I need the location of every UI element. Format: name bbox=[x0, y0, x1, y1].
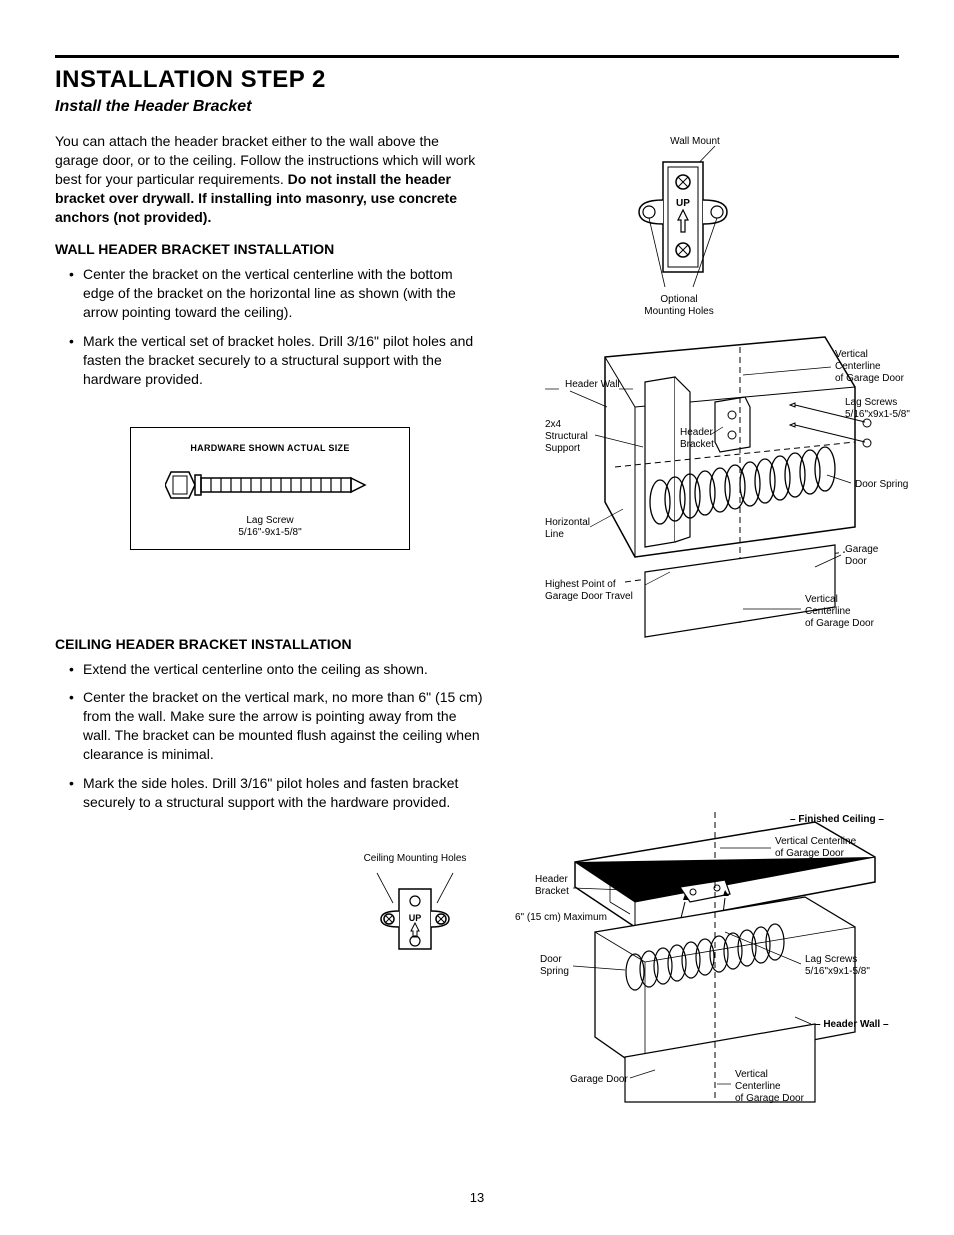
diagram-label: Centerline bbox=[835, 361, 881, 372]
list-item: Mark the vertical set of bracket holes. … bbox=[69, 332, 485, 389]
diagram-label: Door bbox=[845, 556, 867, 567]
diagram-label: Structural bbox=[545, 431, 588, 442]
diagram-label: Bracket bbox=[535, 886, 569, 897]
hardware-title: HARDWARE SHOWN ACTUAL SIZE bbox=[131, 442, 409, 454]
diagram-label: Line bbox=[545, 529, 564, 540]
diagram-label: Centerline bbox=[805, 606, 851, 617]
list-item: Center the bracket on the vertical mark,… bbox=[69, 688, 485, 764]
page-subtitle: Install the Header Bracket bbox=[55, 96, 899, 118]
left-column: You can attach the header bracket either… bbox=[55, 132, 485, 1127]
diagram-label: Header bbox=[680, 427, 713, 438]
ceiling-bracket-icon: UP bbox=[355, 871, 475, 966]
diagram-label: Lag Screws bbox=[805, 954, 857, 965]
list-item: Extend the vertical centerline onto the … bbox=[69, 660, 485, 679]
diagram-label: Bracket bbox=[680, 439, 714, 450]
hardware-size: 5/16"-9x1-5/8" bbox=[238, 527, 301, 538]
diagram-label: Door Spring bbox=[855, 479, 908, 490]
diagram-label: of Garage Door bbox=[775, 848, 845, 859]
diagram-label: – Finished Ceiling – bbox=[790, 814, 884, 825]
diagram-label: 5/16"x9x1-5/8" bbox=[805, 966, 870, 977]
diagram-label: Horizontal bbox=[545, 517, 590, 528]
ceiling-bullet-list: Extend the vertical centerline onto the … bbox=[55, 660, 485, 812]
list-item: Mark the side holes. Drill 3/16" pilot h… bbox=[69, 774, 485, 812]
diagram-label: Garage Door bbox=[570, 1074, 628, 1085]
lag-screw-icon bbox=[165, 464, 375, 506]
wall-mount-diagram: Wall Mount UP Optional Mounting Hol bbox=[515, 132, 895, 332]
page-title: INSTALLATION STEP 2 bbox=[55, 64, 899, 96]
intro-paragraph: You can attach the header bracket either… bbox=[55, 132, 485, 226]
wall-install-diagram: Header Wall 2x4 Structural Support Horiz… bbox=[515, 327, 915, 647]
up-label: UP bbox=[409, 913, 422, 923]
diagram-label: Optional bbox=[660, 294, 697, 305]
hardware-box: HARDWARE SHOWN ACTUAL SIZE bbox=[130, 427, 410, 550]
diagram-label: of Garage Door bbox=[735, 1093, 805, 1104]
up-label: UP bbox=[676, 198, 690, 209]
ceiling-heading: CEILING HEADER BRACKET INSTALLATION bbox=[55, 635, 485, 654]
diagram-label: Header bbox=[535, 874, 568, 885]
diagram-label: Lag Screws bbox=[845, 397, 897, 408]
diagram-label: Vertical bbox=[835, 349, 868, 360]
diagram-label: of Garage Door bbox=[835, 373, 905, 384]
ceiling-install-diagram: – Finished Ceiling – Vertical Centerline… bbox=[515, 802, 915, 1122]
diagram-label: Vertical Centerline bbox=[775, 836, 857, 847]
diagram-label: Vertical bbox=[735, 1069, 768, 1080]
diagram-label: Mounting Holes bbox=[644, 306, 713, 317]
diagram-label: Highest Point of bbox=[545, 579, 616, 590]
diagram-label: Garage Door Travel bbox=[545, 591, 633, 602]
diagram-label: Centerline bbox=[735, 1081, 781, 1092]
diagram-label: Door bbox=[540, 954, 562, 965]
diagram-label: Garage bbox=[845, 544, 879, 555]
diagram-label: Vertical bbox=[805, 594, 838, 605]
diagram-label: Spring bbox=[540, 966, 569, 977]
ceiling-holes-label: Ceiling Mounting Holes bbox=[355, 852, 475, 866]
diagram-label: Wall Mount bbox=[670, 136, 720, 147]
diagram-label: 2x4 bbox=[545, 419, 562, 430]
wall-heading: WALL HEADER BRACKET INSTALLATION bbox=[55, 240, 485, 259]
wall-bullet-list: Center the bracket on the vertical cente… bbox=[55, 265, 485, 388]
page-number: 13 bbox=[0, 1189, 954, 1207]
hardware-name: Lag Screw bbox=[246, 515, 293, 526]
diagram-label: of Garage Door bbox=[805, 618, 875, 629]
list-item: Center the bracket on the vertical cente… bbox=[69, 265, 485, 322]
diagram-label: – Header Wall – bbox=[815, 1019, 889, 1030]
right-column: Wall Mount UP Optional Mounting Hol bbox=[515, 132, 915, 1127]
diagram-label: Support bbox=[545, 443, 580, 454]
diagram-label: 5/16"x9x1-5/8" bbox=[845, 409, 910, 420]
diagram-label: Header Wall bbox=[565, 379, 620, 390]
diagram-label: 6" (15 cm) Maximum bbox=[515, 912, 607, 923]
